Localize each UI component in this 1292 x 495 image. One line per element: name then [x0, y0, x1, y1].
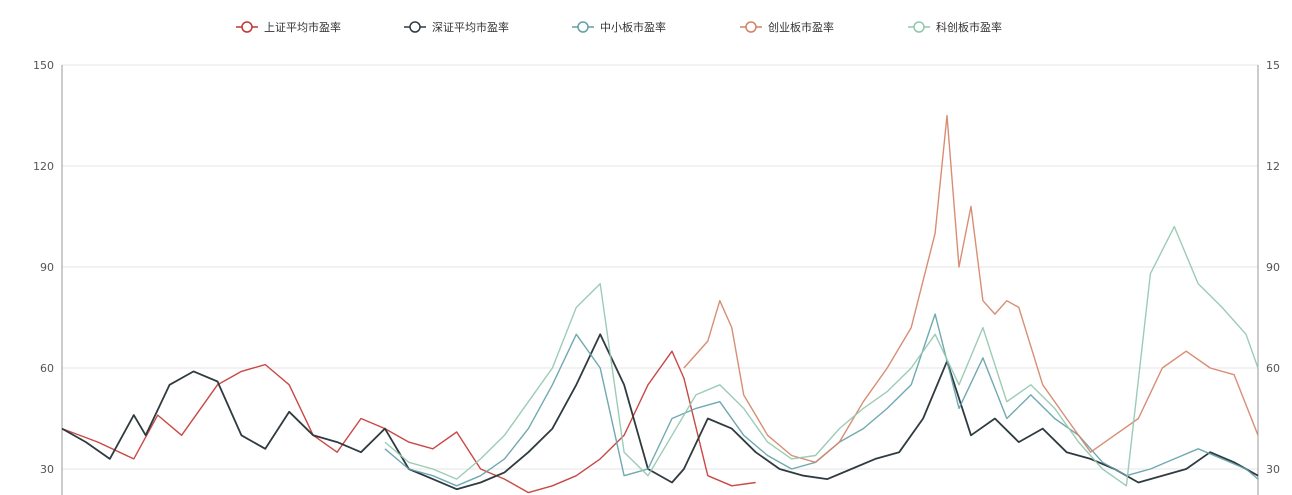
series-line: [61, 333, 1259, 491]
y-tick-label-right: 15: [1266, 59, 1280, 72]
axes: 30 30 60 60 90 90 120 12 150 15: [33, 59, 1280, 495]
legend-circle-icon: [745, 21, 757, 33]
series-line: [61, 350, 756, 494]
legend-circle-icon: [409, 21, 421, 33]
legend-item[interactable]: 上证平均市盈率: [236, 20, 341, 34]
y-tick-label-right: 60: [1266, 362, 1280, 375]
y-tick-label-left: 30: [40, 463, 54, 476]
legend-item[interactable]: 深证平均市盈率: [404, 20, 509, 34]
legend-circle-icon: [241, 21, 253, 33]
legend-item[interactable]: 创业板市盈率: [740, 20, 834, 34]
legend-item[interactable]: 科创板市盈率: [908, 20, 1002, 34]
legend-circle-icon: [577, 21, 589, 33]
legend-label: 科创板市盈率: [936, 20, 1002, 34]
y-tick-label-left: 60: [40, 362, 54, 375]
y-tick-label-left: 150: [33, 59, 54, 72]
y-tick-label-left: 120: [33, 160, 54, 173]
grid-lines: [62, 64, 1258, 470]
y-tick-label-right: 90: [1266, 261, 1280, 274]
legend-label: 创业板市盈率: [768, 20, 834, 34]
legend-label: 上证平均市盈率: [264, 20, 341, 34]
y-tick-label-right: 30: [1266, 463, 1280, 476]
y-tick-label-left: 90: [40, 261, 54, 274]
series-line: [384, 313, 1259, 487]
legend-item[interactable]: 中小板市盈率: [572, 20, 666, 34]
legend-label: 中小板市盈率: [600, 20, 666, 34]
series-line: [683, 114, 1259, 463]
series-lines: [61, 114, 1259, 494]
y-tick-label-right: 12: [1266, 160, 1280, 173]
legend-label: 深证平均市盈率: [432, 20, 509, 34]
legend-circle-icon: [913, 21, 925, 33]
series-line: [384, 225, 1259, 487]
legend[interactable]: 上证平均市盈率 深证平均市盈率 中小板市盈率 创业板市盈率 科创板市盈率: [236, 20, 1002, 34]
